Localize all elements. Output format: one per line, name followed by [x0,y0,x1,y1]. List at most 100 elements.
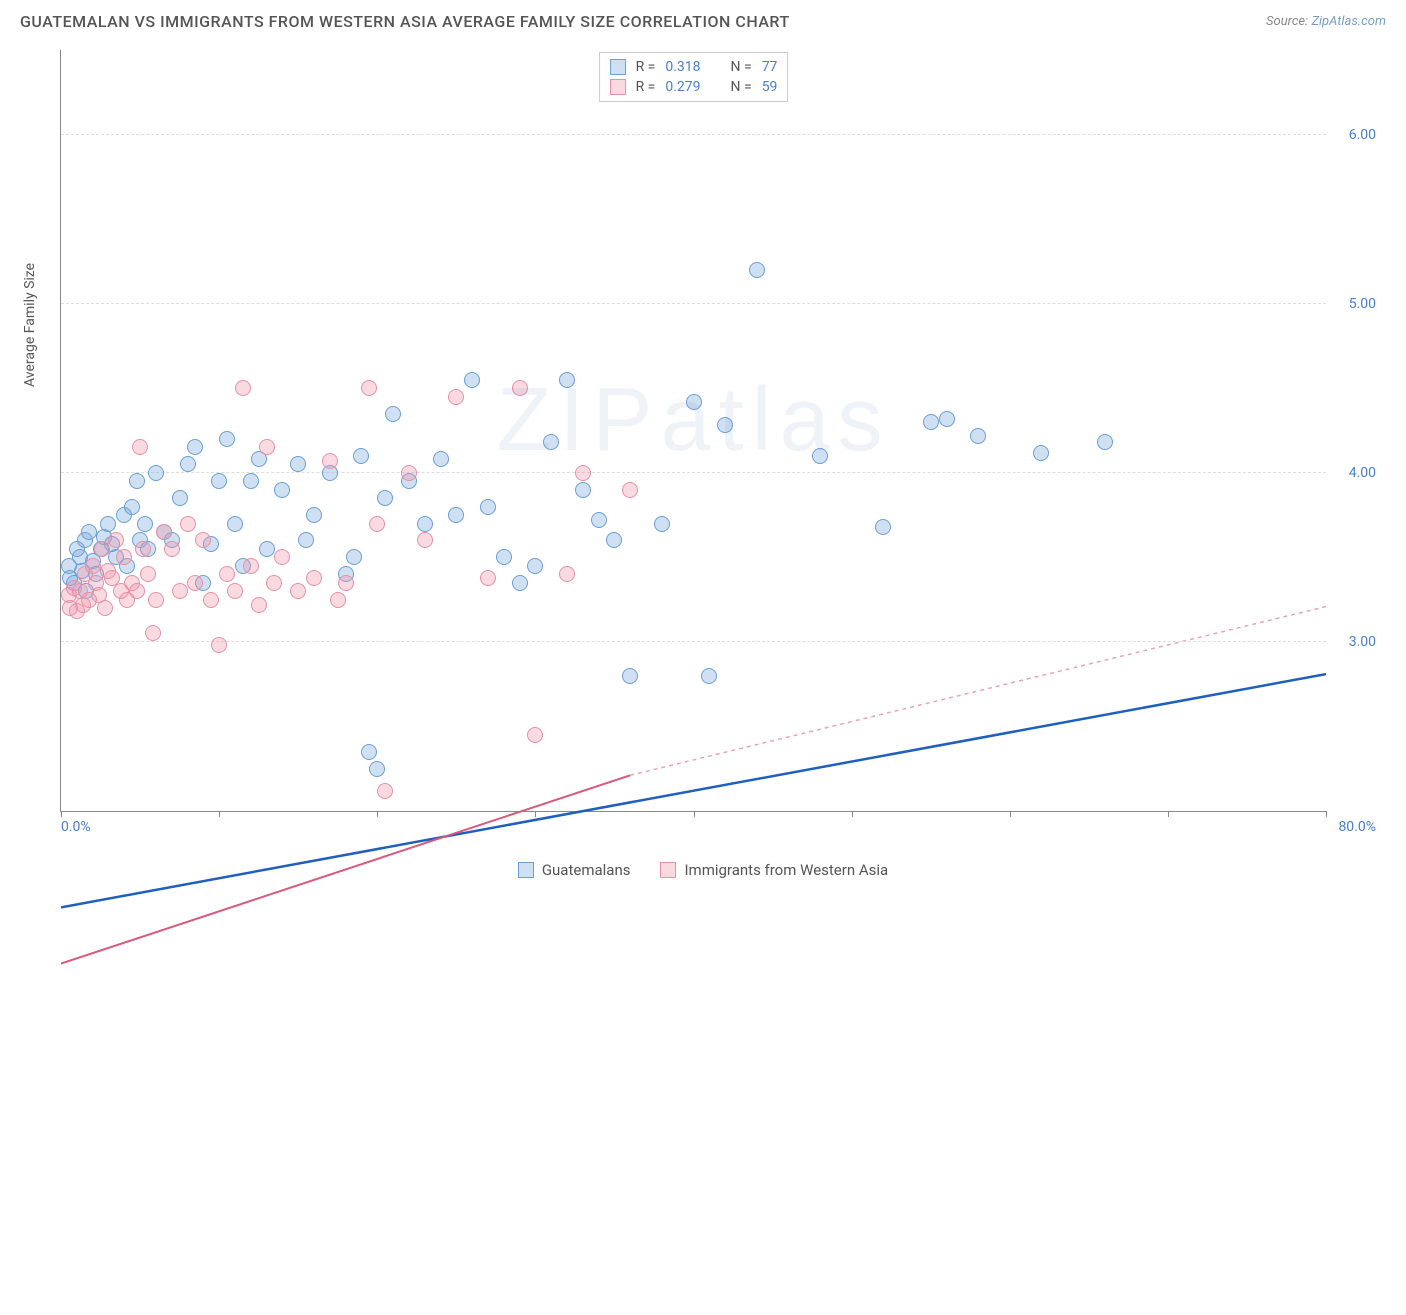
gridline [61,303,1326,304]
data-point [274,549,290,565]
n-value: 59 [762,79,778,95]
data-point [401,465,417,481]
data-point [606,532,622,548]
legend-swatch [660,862,676,878]
x-tick-mark [1326,811,1327,817]
chart-container: Average Family Size ZIPatlas R =0.318N =… [50,50,1386,832]
y-tick-label: 5.00 [1349,296,1376,312]
data-point [480,570,496,586]
data-point [512,575,528,591]
data-point [298,532,314,548]
r-label: R = [636,79,656,95]
data-point [433,451,449,467]
data-point [94,541,110,557]
r-value: 0.279 [665,79,700,95]
legend-swatch [518,862,534,878]
n-label: N = [731,59,752,75]
source-link[interactable]: ZipAtlas.com [1311,14,1386,29]
data-point [353,448,369,464]
data-point [203,592,219,608]
data-point [140,566,156,582]
stats-legend-row: R = 0.318 N = 77 [610,57,778,77]
data-point [1097,434,1113,450]
data-point [243,473,259,489]
data-point [235,380,251,396]
data-point [164,541,180,557]
x-axis-max-label: 80.0% [1338,819,1376,835]
data-point [575,465,591,481]
x-tick-mark [852,811,853,817]
data-point [448,507,464,523]
data-point [512,380,528,396]
data-point [385,406,401,422]
data-point [290,583,306,599]
data-point [622,482,638,498]
data-point [1033,445,1049,461]
x-tick-mark [377,811,378,817]
r-value: 0.318 [665,59,700,75]
data-point [338,575,354,591]
data-point [124,499,140,515]
x-tick-mark [694,811,695,817]
data-point [259,541,275,557]
trend-lines-svg [61,50,1326,1315]
chart-header: GUATEMALAN VS IMMIGRANTS FROM WESTERN AS… [0,0,1406,39]
series-legend-item: Immigrants from Western Asia [660,861,888,879]
data-point [543,434,559,450]
data-point [148,465,164,481]
data-point [85,558,101,574]
data-point [306,570,322,586]
n-value: 77 [762,59,778,75]
x-tick-mark [219,811,220,817]
data-point [108,532,124,548]
data-point [274,482,290,498]
data-point [654,516,670,532]
y-tick-label: 4.00 [1349,465,1376,481]
data-point [219,566,235,582]
data-point [361,380,377,396]
data-point [187,439,203,455]
data-point [172,490,188,506]
data-point [227,516,243,532]
source-attribution: Source: ZipAtlas.com [1266,14,1386,29]
data-point [97,600,113,616]
data-point [243,558,259,574]
data-point [156,524,172,540]
data-point [251,597,267,613]
data-point [116,549,132,565]
data-point [211,637,227,653]
source-prefix: Source: [1266,14,1311,29]
data-point [970,428,986,444]
data-point [701,668,717,684]
series-label: Guatemalans [542,861,631,879]
data-point [219,431,235,447]
series-legend: Guatemalans Immigrants from Western Asia [0,861,1406,882]
y-tick-label: 6.00 [1349,127,1376,143]
data-point [137,516,153,532]
data-point [322,453,338,469]
data-point [369,761,385,777]
data-point [622,668,638,684]
n-label: N = [731,79,752,95]
data-point [227,583,243,599]
data-point [377,490,393,506]
data-point [306,507,322,523]
data-point [145,625,161,641]
data-point [464,372,480,388]
data-point [129,583,145,599]
data-point [875,519,891,535]
data-point [527,558,543,574]
data-point [290,456,306,472]
plot-area: ZIPatlas R =0.318N =77R =0.279N =59 3.00… [60,50,1326,812]
data-point [172,583,188,599]
y-tick-label: 3.00 [1349,634,1376,650]
data-point [417,532,433,548]
x-axis-min-label: 0.0% [61,819,91,835]
data-point [211,473,227,489]
data-point [369,516,385,532]
x-tick-mark [1168,811,1169,817]
data-point [135,541,151,557]
r-label: R = [636,59,656,75]
x-tick-mark [1010,811,1011,817]
x-tick-mark [61,811,62,817]
